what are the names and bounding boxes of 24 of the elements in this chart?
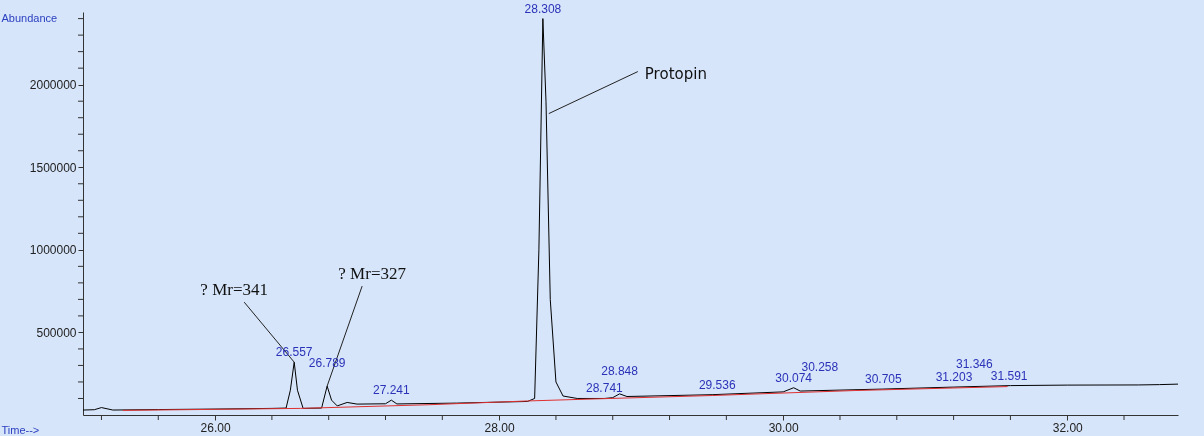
y-tick-label: 1500000	[29, 160, 77, 175]
y-tick-label: 2000000	[29, 78, 77, 93]
annotation: 30.074	[775, 370, 813, 385]
annotation: 30.705	[864, 372, 902, 387]
x-tick-label: 28.00	[484, 420, 515, 435]
y-tick-label: 1000000	[29, 243, 77, 258]
annotation: 28.308	[524, 1, 562, 16]
x-axis-title: Time-->	[1, 423, 40, 436]
annotation: 31.346	[955, 356, 994, 371]
x-tick-label: 30.00	[768, 420, 800, 435]
annotation: ? Mr=341	[200, 280, 269, 300]
y-axis-title: Abundance	[1, 11, 58, 24]
annotation: 27.241	[372, 383, 411, 398]
annotation: 31.203	[935, 370, 973, 385]
x-tick-label: 26.00	[200, 420, 231, 435]
line-series	[83, 18, 1178, 411]
x-tick-label: 32.00	[1052, 420, 1084, 435]
annotation: 28.741	[586, 381, 624, 396]
annotation: Protopin	[644, 64, 707, 83]
annotation: ? Mr=327	[338, 264, 407, 284]
annotation: 28.848	[601, 363, 639, 378]
y-tick-label: 500000	[36, 325, 77, 340]
annotation: 31.591	[990, 368, 1028, 383]
annotation: 29.536	[698, 377, 736, 392]
